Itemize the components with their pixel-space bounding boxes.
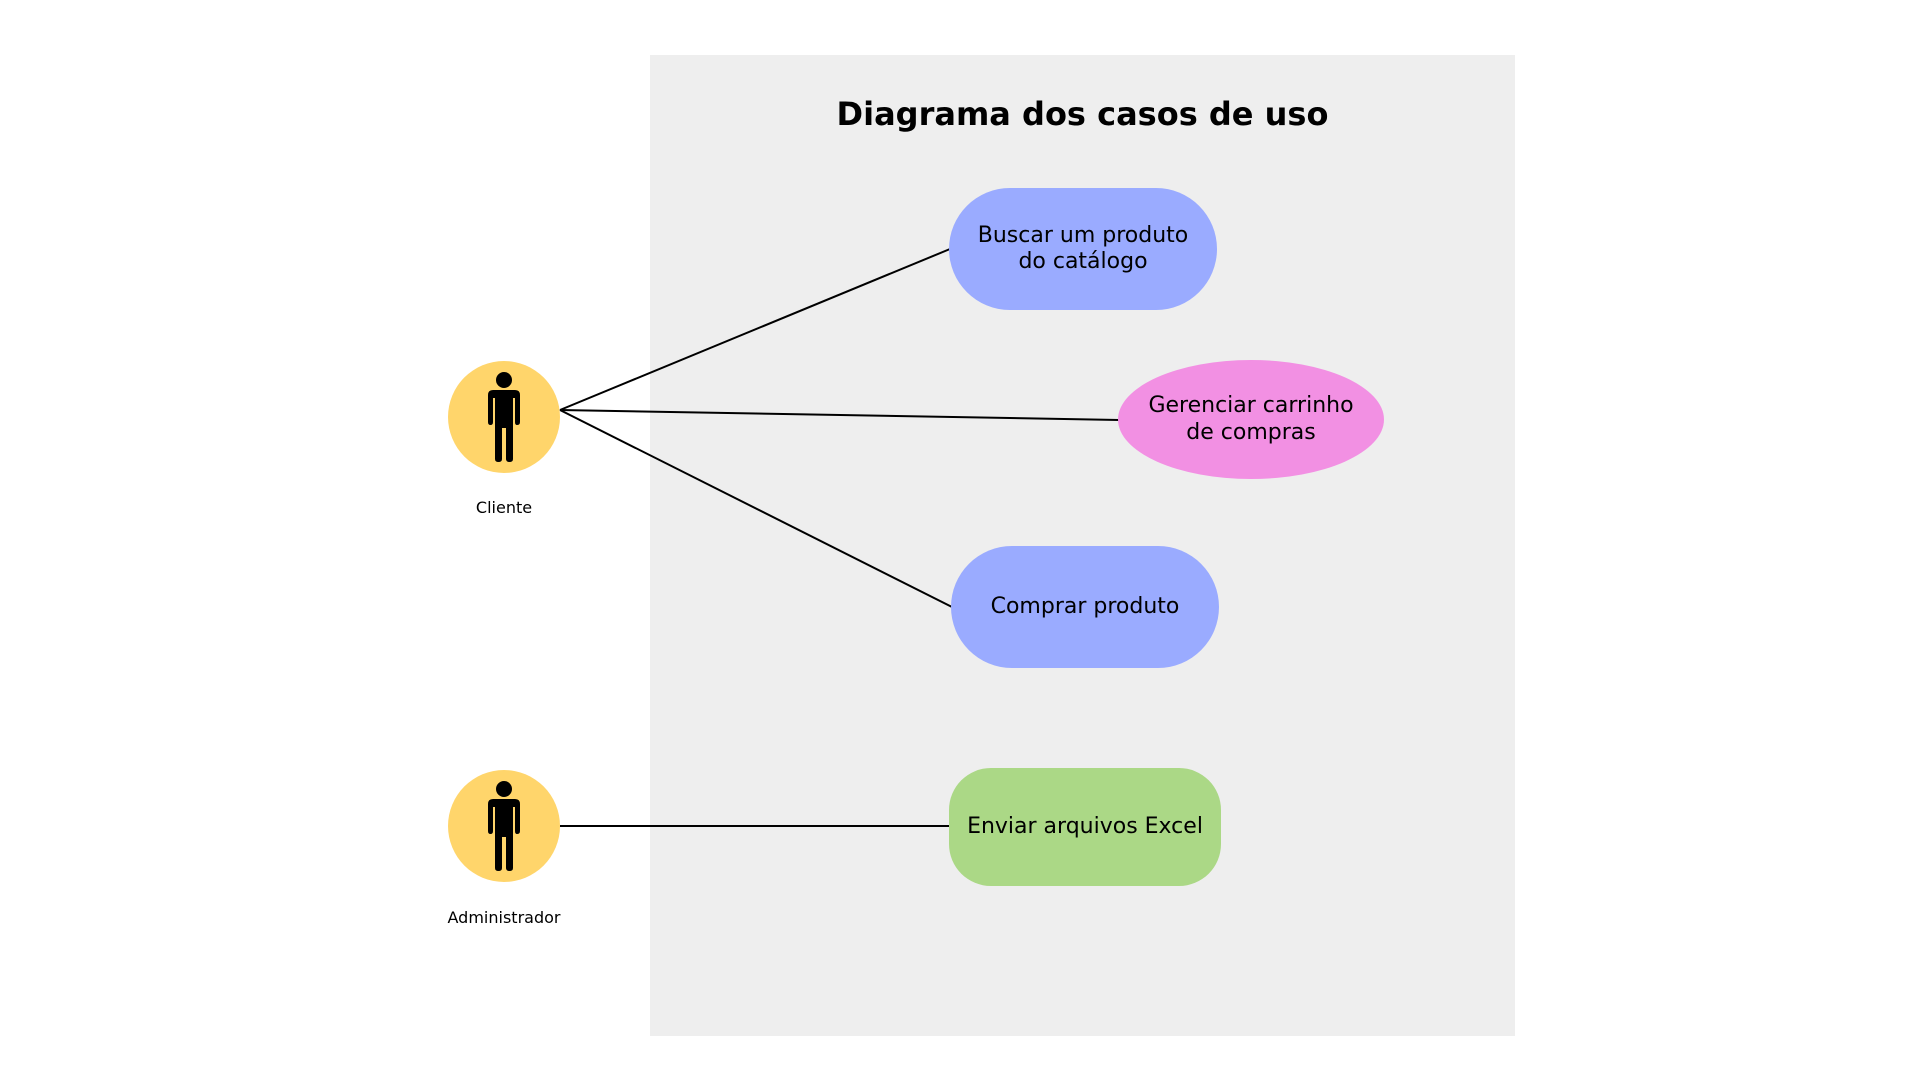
actor-cliente[interactable] <box>448 361 560 473</box>
use-case-comprar-produto[interactable]: Comprar produto <box>951 546 1219 668</box>
person-icon <box>484 781 524 871</box>
association-cliente-gerenciar <box>560 410 1119 420</box>
actor-label-administrador: Administrador <box>404 908 604 927</box>
actor-label-cliente: Cliente <box>404 498 604 517</box>
use-case-buscar-produto[interactable]: Buscar um produto do catálogo <box>949 188 1217 310</box>
association-cliente-buscar <box>560 249 950 410</box>
use-case-enviar-excel[interactable]: Enviar arquivos Excel <box>949 768 1221 886</box>
actor-administrador[interactable] <box>448 770 560 882</box>
person-icon <box>484 372 524 462</box>
association-cliente-comprar <box>560 410 952 607</box>
use-case-gerenciar-carrinho[interactable]: Gerenciar carrinho de compras <box>1118 360 1384 479</box>
